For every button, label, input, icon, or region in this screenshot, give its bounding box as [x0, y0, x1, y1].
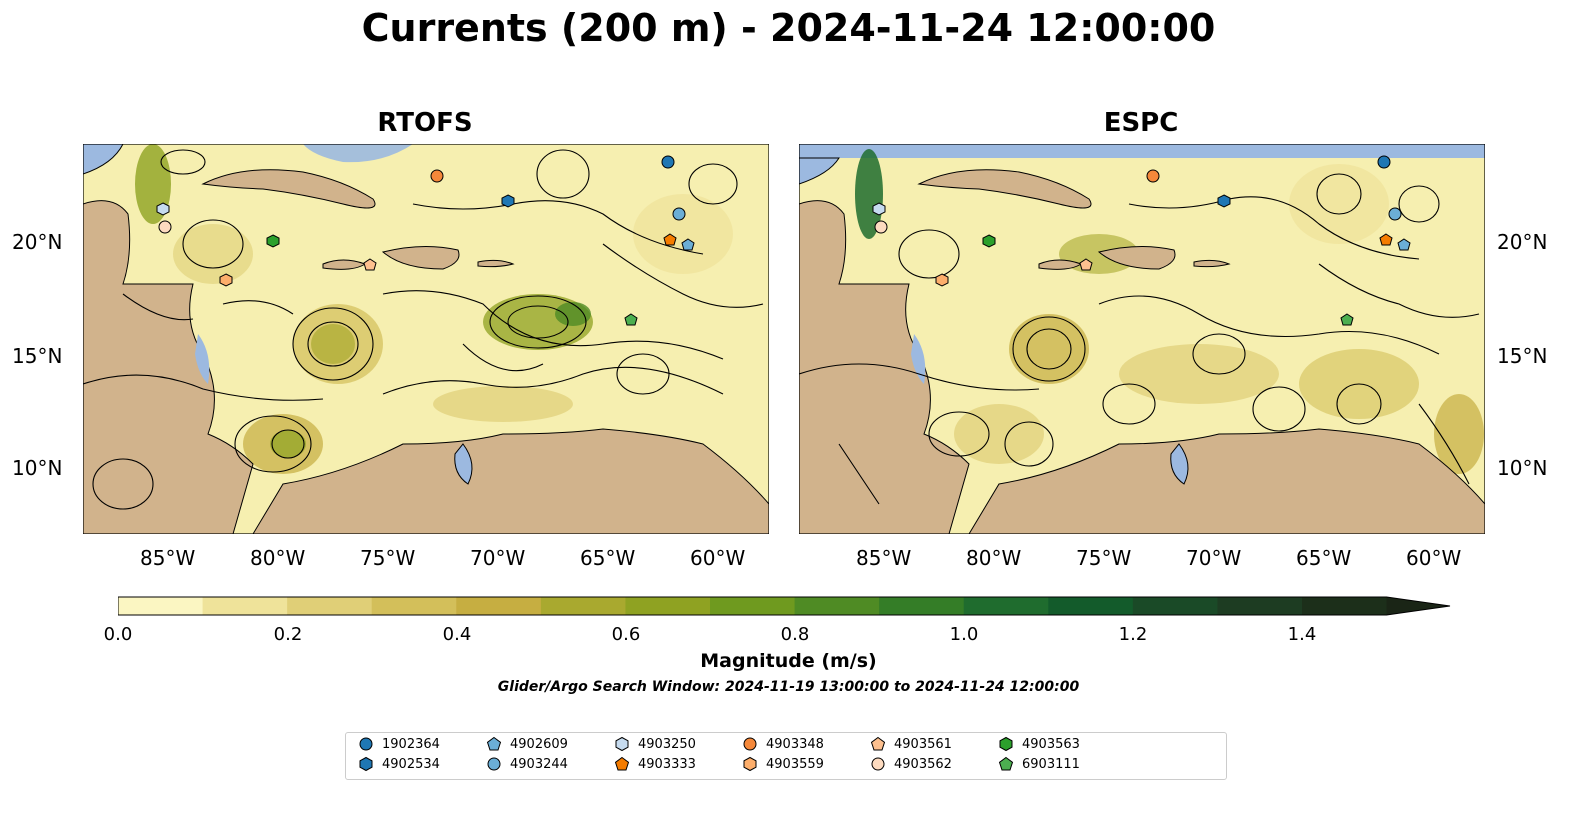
- float-legend: 1902364 4902534 4902609 4903244 4903250 49033…: [345, 732, 1227, 780]
- x-tick-label: 85°W: [856, 546, 912, 570]
- streamlines: [799, 173, 1480, 505]
- colorbar-segment: [202, 597, 288, 615]
- colorbar-segment: [879, 597, 965, 615]
- figure-title: Currents (200 m) - 2024-11-24 12:00:00: [361, 6, 1216, 50]
- legend-item-4903250: 4903250: [614, 736, 696, 752]
- legend-label: 4903244: [510, 756, 568, 772]
- x-tick-label: 65°W: [1296, 546, 1352, 570]
- legend-label: 4902609: [510, 736, 568, 752]
- pentagon-marker-icon: [614, 756, 630, 771]
- legend-item-4902609: 4902609: [486, 736, 568, 752]
- legend-label: 1902364: [382, 736, 440, 752]
- colorbar-tick: 0.0: [103, 624, 133, 645]
- colorbar-tick: 0.8: [780, 624, 810, 645]
- colorbar-segment: [710, 597, 796, 615]
- legend-item-4903559: 4903559: [742, 756, 824, 772]
- colorbar-tick: 1.2: [1118, 624, 1148, 645]
- legend-label: 4903562: [894, 756, 952, 772]
- colorbar-segment: [371, 597, 457, 615]
- hexagon-marker-icon: [359, 756, 373, 772]
- colorbar-segment: [118, 597, 204, 615]
- legend-item-4903244: 4903244: [486, 756, 568, 772]
- legend-item-4903348: 4903348: [742, 736, 824, 752]
- hexagon-marker-icon: [743, 756, 757, 772]
- legend-item-4903562: 4903562: [870, 756, 952, 772]
- y-tick-label: 10°N: [1497, 456, 1548, 480]
- speed-patches: [855, 149, 1484, 474]
- y-tick-label: 20°N: [12, 230, 63, 254]
- espc-float-markers: [872, 155, 1411, 326]
- circle-marker-icon: [359, 737, 373, 751]
- x-tick-label: 85°W: [140, 546, 196, 570]
- circle-marker-icon: [743, 737, 757, 751]
- legend-label: 4903333: [638, 756, 696, 772]
- circle-marker-icon: [871, 757, 885, 771]
- colorbar-segment: [625, 597, 711, 615]
- x-tick-label: 80°W: [966, 546, 1022, 570]
- legend-item-4903563: 4903563: [998, 736, 1080, 752]
- legend-item-4903333: 4903333: [614, 756, 696, 772]
- legend-item-6903111: 6903111: [998, 756, 1080, 772]
- legend-label: 4903250: [638, 736, 696, 752]
- legend-label: 4903559: [766, 756, 824, 772]
- colorbar-tick: 1.0: [949, 624, 979, 645]
- colorbar-tick: 0.4: [442, 624, 472, 645]
- colorbar-extend-arrow: [1386, 597, 1450, 615]
- legend-label: 4903561: [894, 736, 952, 752]
- hexagon-marker-icon: [999, 736, 1013, 752]
- pentagon-marker-icon: [870, 736, 886, 751]
- rtofs-float-markers: [156, 155, 695, 326]
- legend-item-4903561: 4903561: [870, 736, 952, 752]
- x-tick-label: 60°W: [1406, 546, 1462, 570]
- legend-item-4902534: 4902534: [358, 756, 440, 772]
- x-tick-label: 70°W: [470, 546, 526, 570]
- y-tick-label: 15°N: [12, 344, 63, 368]
- streamlines: [83, 149, 764, 510]
- colorbar-tick: 0.2: [273, 624, 303, 645]
- colorbar-segment: [540, 597, 626, 615]
- colorbar: [118, 596, 1451, 616]
- search-window-text: Glider/Argo Search Window: 2024-11-19 13…: [497, 679, 1080, 695]
- x-tick-label: 75°W: [360, 546, 416, 570]
- legend-label: 4902534: [382, 756, 440, 772]
- legend-label: 4903563: [1022, 736, 1080, 752]
- colorbar-tick: 0.6: [611, 624, 641, 645]
- legend-item-1902364: 1902364: [358, 736, 440, 752]
- pentagon-marker-icon: [998, 756, 1014, 771]
- hexagon-marker-icon: [615, 736, 629, 752]
- colorbar-segment: [287, 597, 373, 615]
- colorbar-segment: [1217, 597, 1303, 615]
- panel-title-espc: ESPC: [1103, 108, 1179, 138]
- pentagon-marker-icon: [486, 736, 502, 751]
- colorbar-tick: 1.4: [1287, 624, 1317, 645]
- circle-marker-icon: [487, 757, 501, 771]
- speed-patches: [135, 144, 733, 474]
- y-tick-label: 20°N: [1497, 230, 1548, 254]
- x-tick-label: 60°W: [690, 546, 746, 570]
- colorbar-segment: [456, 597, 542, 615]
- x-tick-label: 65°W: [580, 546, 636, 570]
- y-tick-label: 10°N: [12, 456, 63, 480]
- colorbar-segment: [963, 597, 1049, 615]
- legend-label: 4903348: [766, 736, 824, 752]
- y-tick-label: 15°N: [1497, 344, 1548, 368]
- legend-label: 6903111: [1022, 756, 1080, 772]
- panel-title-rtofs: RTOFS: [377, 108, 473, 138]
- espc-map: [799, 144, 1485, 534]
- x-tick-label: 80°W: [250, 546, 306, 570]
- colorbar-segment: [1132, 597, 1218, 615]
- colorbar-segment: [1302, 597, 1388, 615]
- colorbar-segment: [794, 597, 880, 615]
- rtofs-map: [83, 144, 769, 534]
- colorbar-segment: [1048, 597, 1134, 615]
- colorbar-label: Magnitude (m/s): [700, 650, 877, 672]
- x-tick-label: 70°W: [1186, 546, 1242, 570]
- x-tick-label: 75°W: [1076, 546, 1132, 570]
